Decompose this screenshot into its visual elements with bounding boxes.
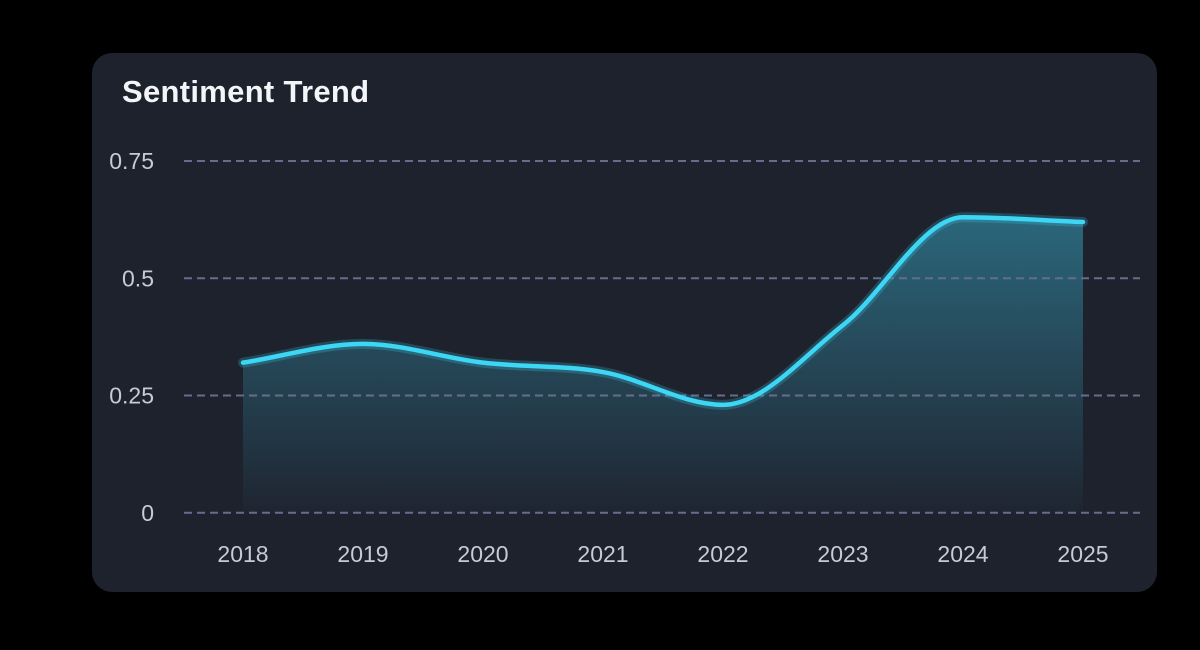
- chart-title: Sentiment Trend: [122, 74, 370, 109]
- sentiment-trend-card: Sentiment Trend: [92, 53, 1157, 592]
